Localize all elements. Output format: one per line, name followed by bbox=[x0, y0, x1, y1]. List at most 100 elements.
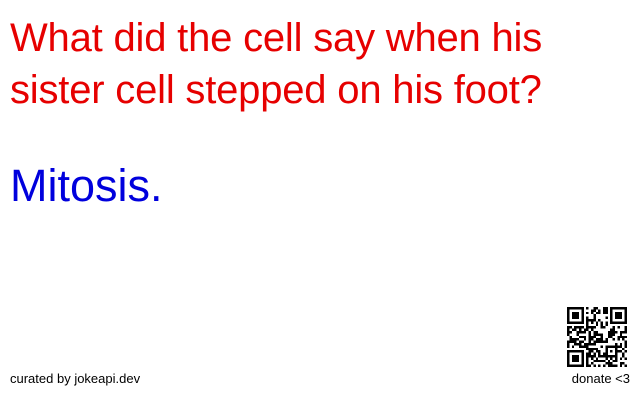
qr-module bbox=[607, 345, 611, 348]
qr-module bbox=[567, 307, 570, 310]
qr-module bbox=[610, 314, 613, 317]
qr-module bbox=[571, 359, 575, 363]
qr-module bbox=[581, 331, 584, 334]
qr-module bbox=[586, 319, 589, 322]
qr-module bbox=[591, 338, 594, 341]
qr-module bbox=[600, 321, 603, 324]
qr-module bbox=[593, 347, 596, 351]
qr-module bbox=[583, 335, 587, 339]
qr-module bbox=[593, 352, 596, 355]
qr-module bbox=[603, 326, 606, 329]
qr-module bbox=[591, 335, 594, 339]
qr-module bbox=[576, 326, 579, 329]
qr-module bbox=[622, 355, 625, 358]
qr-module bbox=[617, 316, 620, 319]
qr-module bbox=[610, 319, 613, 322]
qr-code-icon[interactable] bbox=[567, 307, 627, 367]
joke-delivery: Mitosis. bbox=[10, 160, 163, 211]
qr-module bbox=[619, 357, 623, 360]
qr-module bbox=[569, 335, 572, 339]
qr-module bbox=[598, 333, 601, 336]
qr-module bbox=[567, 345, 570, 348]
qr-module bbox=[605, 345, 608, 348]
qr-module bbox=[612, 307, 615, 310]
qr-module bbox=[615, 314, 618, 317]
qr-module bbox=[583, 345, 587, 348]
qr-module bbox=[612, 338, 615, 341]
qr-module bbox=[615, 345, 618, 348]
qr-module bbox=[615, 359, 618, 363]
qr-module bbox=[569, 340, 572, 343]
qr-module bbox=[583, 331, 587, 334]
qr-module bbox=[567, 364, 570, 367]
qr-module bbox=[603, 309, 606, 312]
qr-module bbox=[569, 364, 572, 367]
qr-module bbox=[610, 316, 613, 319]
qr-module bbox=[610, 357, 613, 360]
qr-module bbox=[593, 340, 596, 343]
qr-module bbox=[603, 352, 606, 355]
qr-module bbox=[591, 309, 594, 312]
qr-module bbox=[586, 345, 589, 348]
qr-module bbox=[567, 321, 570, 324]
qr-module bbox=[588, 364, 591, 367]
qr-module bbox=[619, 333, 623, 336]
qr-module bbox=[581, 345, 584, 348]
qr-module bbox=[624, 326, 627, 329]
qr-module bbox=[591, 321, 594, 324]
qr-module bbox=[588, 343, 591, 346]
qr-module bbox=[586, 326, 589, 329]
qr-module bbox=[571, 321, 575, 324]
qr-module bbox=[622, 321, 625, 324]
qr-module bbox=[617, 321, 620, 324]
qr-module bbox=[603, 359, 606, 363]
qr-module bbox=[574, 355, 577, 358]
qr-module bbox=[595, 323, 599, 327]
qr-module bbox=[569, 326, 572, 329]
qr-module bbox=[591, 328, 594, 331]
qr-module bbox=[586, 316, 589, 319]
qr-module bbox=[615, 364, 618, 367]
qr-module bbox=[624, 319, 627, 322]
qr-module bbox=[574, 316, 577, 319]
qr-module bbox=[583, 343, 587, 346]
qr-module bbox=[598, 309, 601, 312]
qr-module bbox=[615, 316, 618, 319]
qr-module bbox=[617, 335, 620, 339]
qr-module bbox=[612, 328, 615, 331]
qr-module bbox=[567, 355, 570, 358]
qr-module bbox=[593, 359, 596, 363]
qr-module bbox=[615, 347, 618, 351]
qr-module bbox=[612, 355, 615, 358]
qr-module bbox=[569, 338, 572, 341]
qr-module bbox=[576, 331, 579, 334]
qr-module bbox=[574, 364, 577, 367]
qr-module bbox=[576, 307, 579, 310]
qr-module bbox=[619, 321, 623, 324]
qr-module bbox=[588, 340, 591, 343]
qr-module bbox=[619, 364, 623, 367]
qr-module bbox=[574, 350, 577, 353]
qr-module bbox=[622, 352, 625, 355]
qr-module bbox=[605, 347, 608, 351]
qr-module bbox=[588, 326, 591, 329]
qr-module bbox=[574, 307, 577, 310]
qr-module bbox=[571, 314, 575, 317]
qr-module bbox=[586, 343, 589, 346]
qr-module bbox=[622, 338, 625, 341]
qr-module bbox=[579, 343, 582, 346]
qr-module bbox=[588, 338, 591, 341]
qr-module bbox=[612, 333, 615, 336]
qr-module bbox=[612, 326, 615, 329]
qr-module bbox=[624, 340, 627, 343]
qr-module bbox=[574, 311, 577, 315]
qr-module bbox=[576, 333, 579, 336]
qr-module bbox=[567, 309, 570, 312]
qr-module bbox=[571, 357, 575, 360]
qr-module bbox=[603, 307, 606, 310]
qr-module bbox=[586, 307, 589, 310]
donate-link[interactable]: donate <3 bbox=[571, 371, 630, 386]
qr-module bbox=[591, 311, 594, 315]
qr-module bbox=[571, 364, 575, 367]
